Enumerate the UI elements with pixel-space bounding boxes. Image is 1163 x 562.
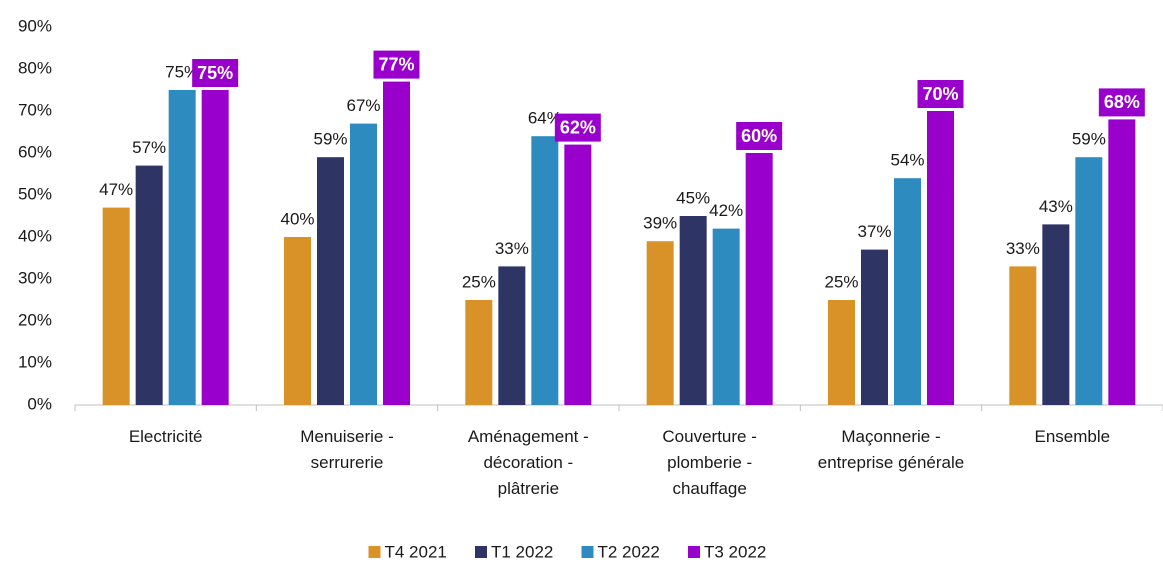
legend-swatch [368,546,381,558]
bar [1009,266,1037,405]
value-label-box [736,122,783,150]
legend-label: T2 2022 [598,542,660,561]
y-tick-label: 0% [27,394,52,413]
y-tick-label: 90% [18,16,52,35]
y-tick-label: 70% [18,100,52,119]
legend-label: T1 2022 [491,542,553,561]
value-label: 64% [528,109,562,128]
legend-label: T3 2022 [704,542,766,561]
value-label: 59% [1072,130,1106,149]
x-tick-label: Couverture - plomberie - chauffage [662,427,757,498]
bar [498,266,526,405]
value-label: 62% [560,117,596,137]
value-label-box [1098,88,1145,117]
bar [350,123,377,405]
value-label: 59% [313,130,347,149]
value-label: 37% [857,222,891,241]
bar [531,136,559,405]
y-tick-label: 60% [18,142,52,161]
value-label: 60% [741,126,777,146]
bar [894,178,921,405]
bar [745,153,773,405]
value-label: 75% [197,63,233,83]
value-label: 54% [890,151,924,170]
bar [646,241,674,405]
value-label: 70% [922,84,958,104]
bar [564,144,592,405]
x-tick-label: Menuiserie - serrurerie [300,427,394,472]
y-tick-label: 10% [18,352,52,371]
bar [861,249,888,405]
bar [712,228,740,405]
bar [927,111,954,405]
bar [679,216,707,405]
value-label: 67% [346,96,380,115]
x-tick-label: Electricité [128,427,203,446]
bar [102,207,130,405]
value-label: 43% [1039,197,1073,216]
value-label: 33% [1006,239,1040,258]
bar [828,300,855,405]
y-tick-label: 80% [18,58,52,77]
bar [1108,119,1136,406]
value-label: 47% [99,180,133,199]
value-label: 39% [643,214,677,233]
bar [284,237,311,405]
bar [201,90,229,405]
x-tick-label: Maçonnerie - entreprise générale [817,427,965,472]
bar [317,157,344,405]
value-label: 57% [132,138,166,157]
bar [465,300,493,405]
legend-label: T4 2021 [385,542,447,561]
value-label-box [554,113,601,142]
value-label: 40% [280,209,314,228]
legend-swatch [581,546,594,558]
value-label-box [192,59,239,87]
bar [1075,157,1103,405]
value-label-box [917,80,964,108]
legend-swatch [688,546,700,558]
value-label: 25% [824,272,858,291]
y-tick-label: 40% [18,226,52,245]
x-tick-label: Ensemble [1034,427,1111,446]
bar [135,165,163,405]
value-label-box [373,50,420,79]
bar [383,81,410,405]
bar [168,90,196,405]
y-tick-label: 50% [18,184,52,203]
y-tick-label: 20% [18,310,52,329]
bar [1042,224,1070,405]
value-label: 68% [1104,92,1140,112]
value-label: 75% [165,62,199,81]
legend-swatch [475,546,487,558]
value-label: 77% [378,54,414,74]
value-label: 33% [495,239,529,258]
x-tick-label: Aménagement - décoration - plâtrerie [467,427,589,498]
y-tick-label: 30% [18,268,52,287]
value-label: 25% [462,272,496,291]
value-label: 45% [676,188,710,207]
value-label: 42% [709,201,743,220]
